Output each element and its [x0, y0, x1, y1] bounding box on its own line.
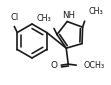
- Text: CH₃: CH₃: [89, 7, 103, 16]
- Text: O: O: [51, 61, 58, 70]
- Text: CH₃: CH₃: [36, 14, 51, 23]
- Text: NH: NH: [62, 11, 75, 20]
- Text: Cl: Cl: [10, 13, 18, 22]
- Text: OCH₃: OCH₃: [83, 61, 104, 70]
